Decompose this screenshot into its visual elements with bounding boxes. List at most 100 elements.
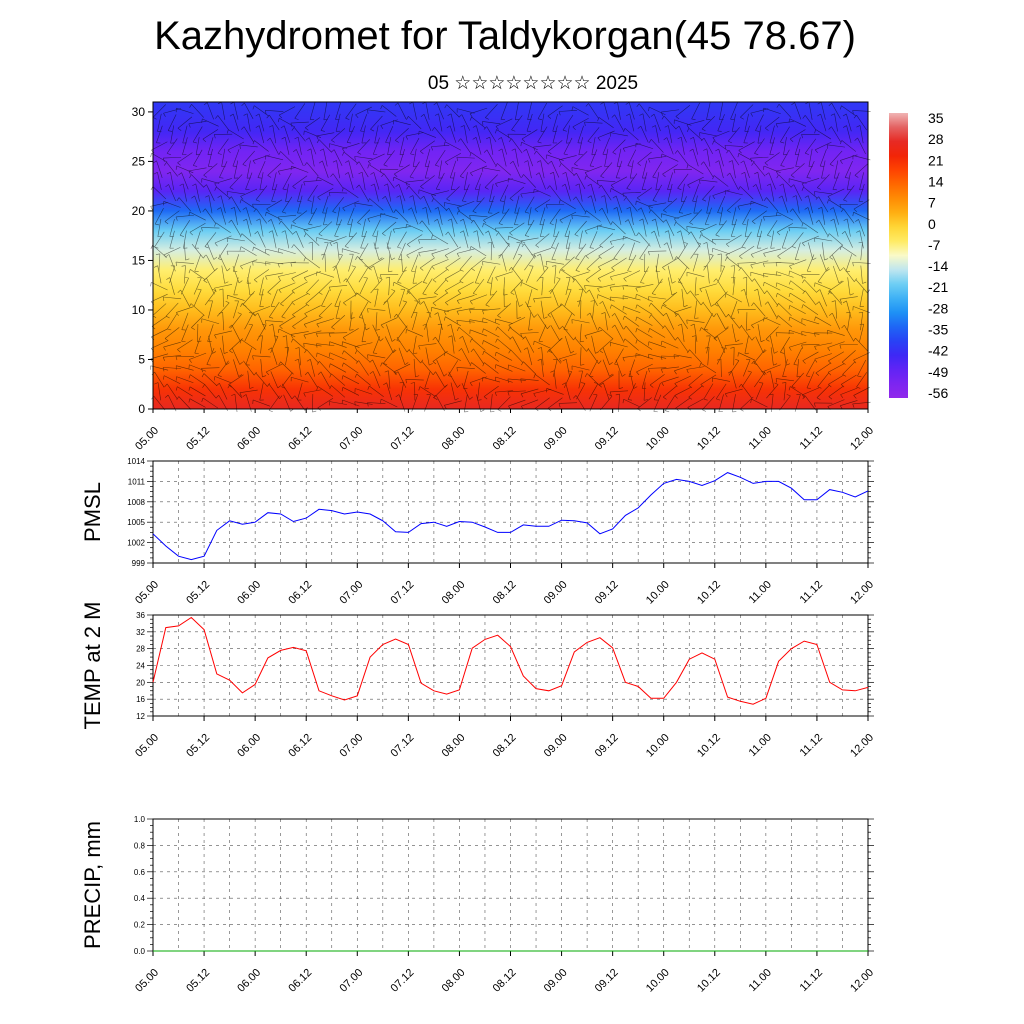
wind-barb [604,148,609,167]
wind-barb-flag [751,324,755,329]
wind-barb [597,294,615,302]
wind-barb [495,376,513,383]
wind-barb [460,138,472,154]
wind-barb-flag [609,373,613,377]
wind-barb-flag [175,262,177,267]
wind-barb [628,359,635,377]
wind-barb-flag [307,199,312,202]
wind-barb [228,374,244,385]
wind-barb-flag [163,113,166,117]
wind-barb [447,231,459,248]
wind-barb [354,202,373,207]
wind-barb-flag [660,355,663,360]
wind-barb-flag [155,253,160,256]
wind-barb-flag [444,278,449,282]
wind-barb [485,290,498,306]
wind-barb [565,382,571,401]
wind-barb-flag [380,324,384,329]
wind-barb [754,278,765,294]
wind-barb [589,359,598,377]
wind-barb-flag [852,212,854,217]
wind-barb [291,165,309,173]
wind-barb-flag [495,232,499,236]
wind-barb-flag [303,334,307,339]
wind-barb [716,301,727,318]
wind-barb [258,113,265,132]
wind-barb [501,148,507,167]
wind-barb-flag [391,339,396,342]
wind-barb [776,282,794,290]
wind-barb [435,149,446,166]
wind-barb [661,340,679,349]
wind-barb [397,371,407,388]
wind-barb [738,153,755,163]
wind-barb [680,183,685,202]
wind-barb [229,384,243,399]
wind-barb [163,296,182,300]
wind-barb-flag [431,253,435,258]
wind-barb-flag [862,281,867,284]
wind-barb-flag [215,115,219,119]
wind-barb [444,307,462,312]
wind-barb-flag [537,347,542,350]
wind-barb [521,129,538,140]
wind-barb [265,272,284,277]
wind-barb [648,296,667,300]
series-line [152,616,869,705]
wind-barb-flag [460,125,465,128]
wind-barb [498,232,510,247]
wind-barb-flag [675,125,680,129]
y-tick-label: 36 [136,611,145,620]
wind-barb [220,207,227,225]
wind-barb-flag [522,336,526,340]
wind-barb [476,125,482,144]
y-tick-label: 999 [132,559,146,568]
wind-barb-flag [150,206,153,211]
wind-barb [268,395,280,411]
wind-barb [495,271,513,278]
wind-barb-flag [303,324,307,328]
wind-barb-flag [459,230,464,234]
wind-barb-flag [701,128,706,132]
wind-barb [178,197,192,212]
wind-barb-flag [674,395,678,399]
wind-barb-flag [150,245,153,249]
wind-barb-flag [648,139,652,143]
wind-barb [563,371,572,388]
wind-barb [636,200,653,209]
wind-barb-flag [853,208,858,213]
wind-barb [387,183,392,202]
wind-barb [610,271,628,278]
wind-barb [576,383,586,400]
wind-barb-flag [458,348,462,352]
wind-barb [592,300,595,319]
wind-barb [189,364,207,372]
wind-barb-flag [589,247,594,249]
wind-barb-flag [495,352,497,357]
wind-barb [437,312,443,331]
wind-barb-flag [615,393,620,396]
wind-barb-flag [663,312,667,316]
wind-barb-flag [316,386,319,391]
wind-barb-flag [392,177,395,182]
wind-barb-flag [852,403,855,408]
wind-barb-flag [854,278,857,282]
wind-barb [597,180,616,183]
wind-barb [841,245,857,257]
wind-barb-flag [279,395,283,399]
wind-barb-flag [500,200,505,202]
wind-barb-flag [678,282,683,284]
wind-barb-flag [556,277,561,280]
wind-barb [508,364,526,372]
wind-barb-flag [623,278,627,282]
wind-barb-flag [661,382,664,386]
wind-barb [751,398,768,408]
wind-barb [789,341,807,348]
wind-barb-flag [291,301,295,306]
wind-barb-flag [281,230,286,233]
wind-barb-flag [495,183,498,187]
wind-barb [781,230,789,249]
wind-barb [599,338,614,351]
wind-barb-flag [431,266,435,270]
wind-barb [650,314,664,329]
